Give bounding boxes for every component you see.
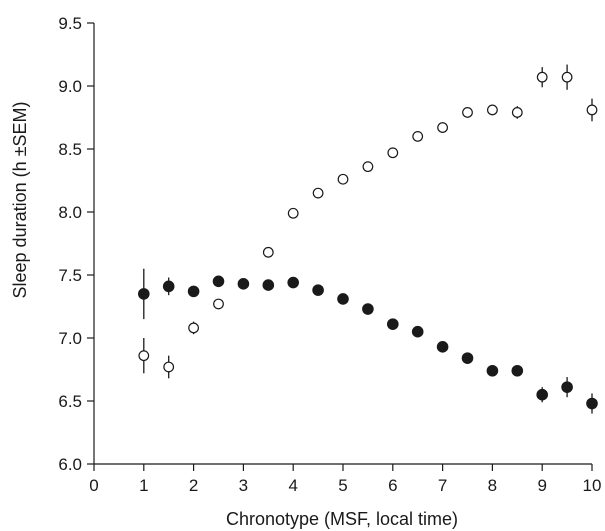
filled-data-point	[287, 276, 299, 289]
open-data-point	[462, 107, 473, 118]
y-tick-label: 7.0	[58, 329, 82, 348]
filled-data-point	[138, 288, 150, 300]
x-axis-label: Chronotype (MSF, local time)	[226, 509, 458, 529]
filled-data-point	[486, 364, 499, 377]
x-tick-label: 4	[288, 476, 297, 495]
x-tick-label: 9	[537, 476, 546, 495]
filled-data-point	[237, 278, 250, 290]
filled-data-point	[187, 285, 200, 298]
y-tick-label: 6.5	[58, 392, 82, 411]
open-data-point	[312, 187, 324, 199]
open-data-point	[487, 104, 498, 116]
x-tick-label: 7	[438, 476, 447, 495]
y-tick-label: 8.0	[58, 203, 82, 222]
open-data-point	[561, 71, 573, 83]
open-data-point	[287, 207, 299, 219]
filled-data-point	[212, 275, 225, 288]
x-tick-label: 1	[139, 476, 148, 495]
filled-data-point	[461, 352, 474, 364]
x-tick-label: 10	[583, 476, 602, 495]
open-data-point	[163, 361, 175, 373]
x-tick-label: 5	[338, 476, 347, 495]
filled-data-point	[386, 318, 399, 330]
x-tick-label: 3	[239, 476, 248, 495]
y-tick-label: 9.5	[58, 14, 82, 33]
filled-data-point	[312, 284, 324, 296]
filled-data-point	[162, 280, 175, 293]
open-data-point	[188, 322, 200, 334]
open-data-point	[437, 122, 449, 133]
axes: 6.0 6.5 7.0 7.5 8.0 8.5 9.0 9.5 0 1 2 3 4 5 6 7 8 9 10	[58, 14, 601, 495]
x-tick-label: 0	[89, 476, 98, 495]
x-tick-label: 2	[189, 476, 198, 495]
filled-data-point	[262, 279, 275, 291]
open-data-point	[586, 104, 598, 116]
open-data-point	[262, 246, 274, 258]
filled-data-point	[586, 397, 598, 410]
y-tick-label: 9.0	[58, 77, 82, 96]
open-data-point	[213, 298, 224, 310]
x-tick-label: 6	[388, 476, 397, 495]
filled-data-point	[436, 341, 449, 353]
y-tick-label: 8.5	[58, 140, 82, 159]
open-data-point	[337, 173, 349, 185]
y-axis-label: Sleep duration (h ±SEM)	[10, 102, 30, 299]
filled-data-point	[337, 293, 349, 305]
y-tick-label: 7.5	[58, 266, 82, 285]
filled-data-point	[561, 381, 573, 393]
open-data-point	[138, 350, 150, 362]
data-points	[138, 71, 598, 410]
filled-data-point	[362, 303, 374, 315]
x-tick-label: 8	[488, 476, 497, 495]
y-tick-label: 6.0	[58, 455, 82, 474]
error-bars	[143, 64, 593, 414]
filled-data-point	[536, 388, 548, 401]
open-data-point	[412, 130, 424, 142]
open-data-point	[536, 71, 548, 83]
open-data-point	[362, 161, 374, 173]
open-data-point	[387, 147, 399, 159]
open-data-point	[511, 107, 523, 118]
filled-data-point	[411, 325, 424, 338]
filled-data-point	[511, 364, 524, 377]
